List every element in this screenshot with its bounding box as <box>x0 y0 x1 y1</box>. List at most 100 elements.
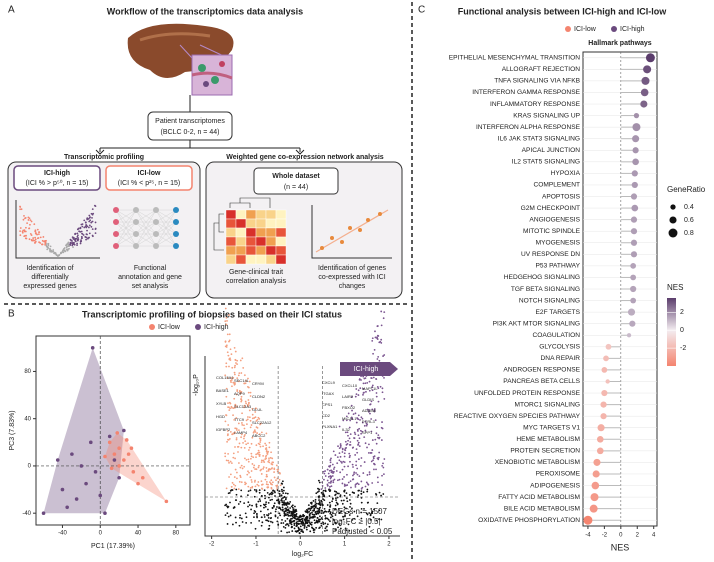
volcano-point <box>261 488 264 490</box>
volcano-point <box>269 512 272 515</box>
volcano-point <box>238 462 240 464</box>
volcano-point <box>243 406 246 409</box>
volcano-point <box>262 445 264 448</box>
volcano-point <box>283 500 285 502</box>
dot <box>631 181 638 189</box>
volcano-point <box>291 515 294 518</box>
volcano-point <box>247 402 250 405</box>
dot <box>589 504 598 513</box>
cell <box>225 254 237 265</box>
volcano-point <box>284 520 287 522</box>
dot <box>70 239 73 242</box>
volcano-point <box>241 422 243 424</box>
cell <box>235 227 247 238</box>
box-text: Patient transcriptomes <box>155 118 225 125</box>
volcano-point <box>246 404 249 406</box>
volcano-point <box>240 400 243 403</box>
volcano-point <box>238 442 241 445</box>
volcano-point <box>325 517 327 520</box>
volcano-point <box>232 456 235 459</box>
volcano-point <box>331 512 334 514</box>
volcano-point <box>286 492 289 495</box>
volcano-point <box>353 471 356 474</box>
volcano-point <box>250 481 253 483</box>
volcano-point <box>326 529 328 532</box>
dot <box>88 220 91 223</box>
volcano-point <box>318 490 320 493</box>
volcano-point <box>257 484 260 487</box>
volcano-point <box>370 512 373 514</box>
volcano-point <box>333 490 336 493</box>
axes <box>204 356 400 537</box>
volcano-point <box>293 522 296 525</box>
volcano-point <box>297 520 299 523</box>
edge <box>135 209 157 223</box>
volcano-point <box>366 408 369 411</box>
volcano-point <box>353 510 356 513</box>
cell <box>265 218 277 229</box>
volcano-point <box>270 467 273 470</box>
volcano-point <box>328 495 331 497</box>
volcano-point <box>310 521 313 524</box>
volcano-point <box>334 522 337 524</box>
volcano-point <box>334 528 337 531</box>
volcano-point <box>317 479 320 482</box>
volcano-point <box>259 439 262 442</box>
volcano-point <box>228 314 230 316</box>
volcano-point <box>256 452 259 455</box>
dot <box>66 249 69 252</box>
volcano-point <box>313 507 316 510</box>
category-label: BILE ACID METABOLISM <box>504 505 580 512</box>
volcano-point <box>333 478 336 481</box>
volcano-point <box>282 508 284 511</box>
y-tick-label: 80 <box>24 369 31 375</box>
volcano-point <box>267 450 270 453</box>
volcano-point <box>342 499 345 502</box>
dot <box>88 224 91 227</box>
volcano-point <box>305 515 308 518</box>
volcano-point <box>235 427 238 430</box>
volcano-point <box>360 501 363 504</box>
dot <box>630 216 638 223</box>
volcano-point <box>372 457 375 460</box>
volcano-point <box>234 404 237 407</box>
dot <box>590 493 599 502</box>
volcano-point <box>306 510 309 513</box>
volcano-point <box>258 451 261 454</box>
dot <box>633 112 640 119</box>
volcano-point <box>278 495 281 497</box>
dot <box>24 234 26 237</box>
volcano-point <box>320 524 323 527</box>
volcano-point <box>352 446 355 449</box>
volcano-point <box>363 424 366 427</box>
volcano-point <box>363 391 365 394</box>
volcano-point <box>257 416 260 419</box>
volcano-point <box>333 466 336 469</box>
volcano-point <box>316 507 319 510</box>
volcano-point <box>232 376 235 379</box>
volcano-point <box>343 494 346 497</box>
volcano-point <box>247 458 250 461</box>
volcano-point <box>240 446 243 449</box>
volcano-point <box>380 439 383 441</box>
dot <box>94 232 97 235</box>
volcano-point <box>274 510 277 513</box>
volcano-point <box>382 466 385 469</box>
volcano-point <box>264 478 267 481</box>
category-label: PI3K AKT MTOR SIGNALING <box>493 320 580 327</box>
volcano-point <box>331 500 334 503</box>
volcano-point <box>340 519 343 522</box>
volcano-point <box>346 431 349 434</box>
volcano-point <box>357 458 360 461</box>
volcano-point <box>347 412 350 415</box>
section-title: Transcriptomic profiling <box>64 154 144 161</box>
gene-label: IL32 <box>342 427 351 432</box>
volcano-point <box>351 418 354 420</box>
volcano-point <box>373 348 376 351</box>
pca-plot: ICI-low ICI-high -40 0 40 80 -40 0 40 80 PC1 (17.3… <box>9 324 229 550</box>
volcano-point <box>369 513 372 516</box>
volcano-point <box>286 506 289 508</box>
volcano-point <box>339 444 342 447</box>
volcano-point <box>349 506 351 508</box>
dot <box>36 228 39 231</box>
